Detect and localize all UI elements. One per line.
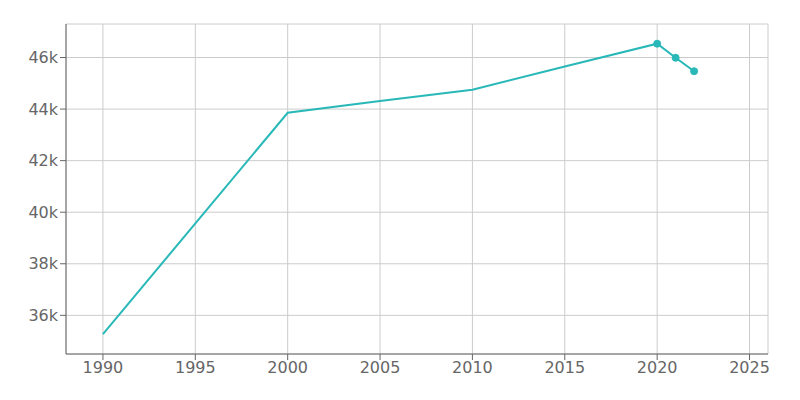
svg-text:2010: 2010 bbox=[452, 358, 493, 377]
svg-text:2005: 2005 bbox=[360, 358, 401, 377]
svg-text:42k: 42k bbox=[28, 151, 58, 170]
svg-text:1990: 1990 bbox=[83, 358, 124, 377]
svg-text:2015: 2015 bbox=[544, 358, 585, 377]
svg-text:40k: 40k bbox=[28, 203, 58, 222]
svg-text:38k: 38k bbox=[28, 254, 58, 273]
svg-text:44k: 44k bbox=[28, 100, 58, 119]
svg-text:2025: 2025 bbox=[729, 358, 770, 377]
svg-text:2000: 2000 bbox=[267, 358, 308, 377]
svg-text:46k: 46k bbox=[28, 48, 58, 67]
svg-text:2020: 2020 bbox=[637, 358, 678, 377]
svg-text:36k: 36k bbox=[28, 306, 58, 325]
svg-text:1995: 1995 bbox=[175, 358, 216, 377]
